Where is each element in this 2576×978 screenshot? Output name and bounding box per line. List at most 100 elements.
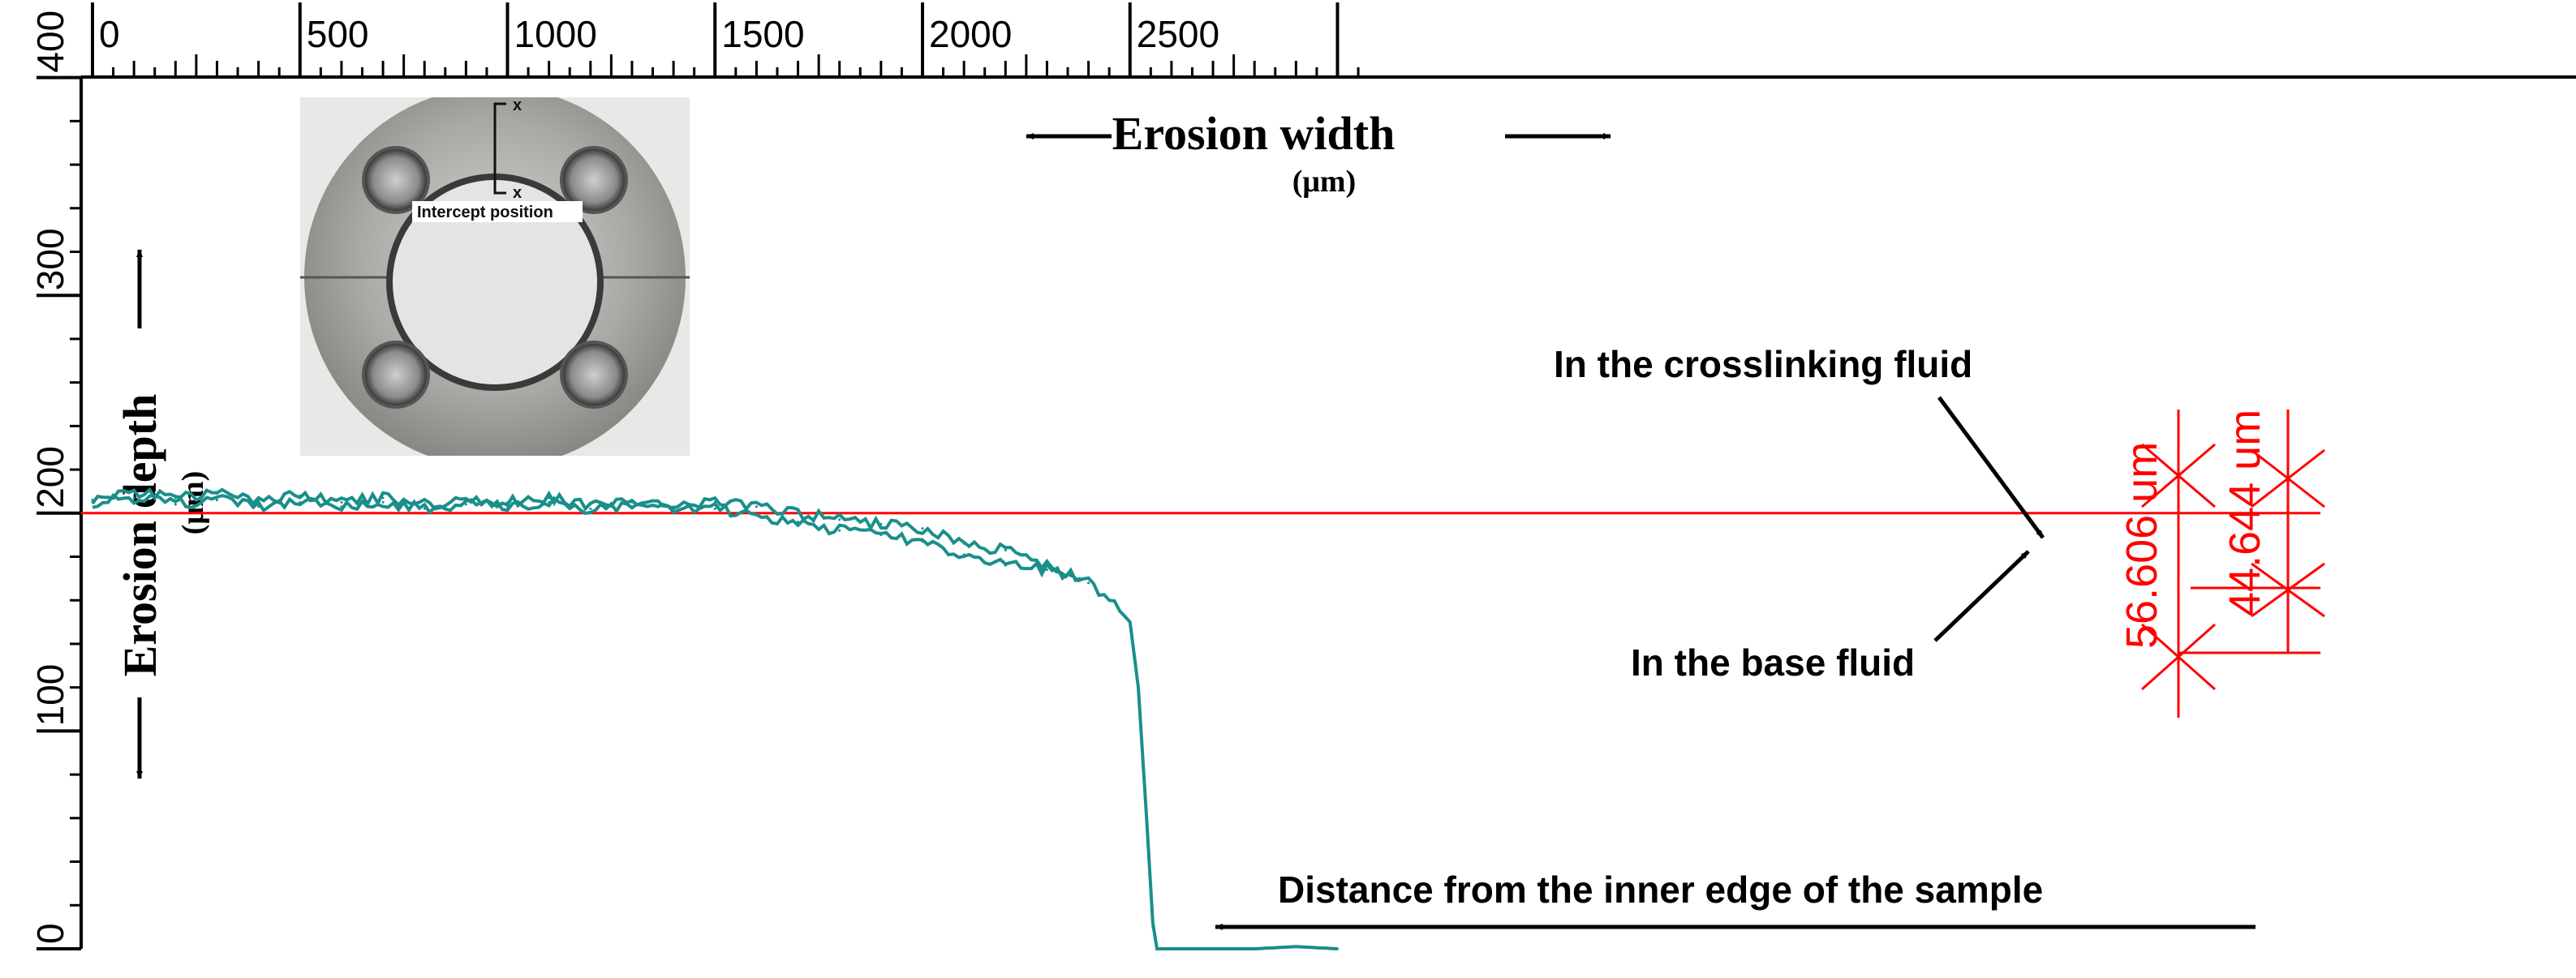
intercept-marker-bottom: x [513,184,522,202]
y-tick-label: 200 [29,446,71,508]
data-point [91,500,94,504]
data-point [1045,568,1048,572]
data-point [921,540,924,543]
x-axis: 0 500 1000 1500 2000 2500 [81,2,2576,79]
data-point [132,490,135,493]
x-axis-label: Erosion width [1112,107,1396,160]
x-axis-unit: (μm) [1292,165,1357,199]
data-point [381,496,385,500]
data-point [548,500,551,504]
annotation-base: In the base fluid [1631,641,1915,684]
arrow-base [1933,550,2030,642]
data-point [1004,548,1007,551]
data-point [215,499,218,502]
data-point [1087,581,1090,585]
intercept-label-bg [412,201,583,222]
dim-tick-2b [2251,448,2325,508]
data-point [464,503,467,506]
data-point [1211,947,1215,950]
data-point [423,503,426,506]
x-tick-label: 500 [307,13,369,55]
intercept-marker-top: x [513,97,522,114]
data-point [1162,947,1165,950]
data-point [1145,817,1148,820]
data-point [340,500,343,504]
data-point [589,503,592,506]
bolt-hole [560,341,628,409]
data-point [672,505,675,508]
data-point [340,505,343,508]
depth-dimension-1: 56.606 um [2118,442,2166,649]
data-point [838,529,841,532]
arrow-crosslinking [1937,396,2045,539]
data-point [1004,564,1007,567]
x-tick-label: 2000 [929,13,1012,55]
x-axis-title: Erosion width (μm) [1026,107,1611,199]
intercept-bracket [493,102,506,195]
data-point [1137,686,1140,689]
data-point [1045,564,1048,567]
annotation-distance: Distance from the inner edge of the samp… [1278,869,2043,911]
data-point [838,518,841,521]
data-point [589,507,592,510]
x-tick-label: 1000 [514,13,597,55]
data-point [755,505,758,508]
data-point [506,505,509,508]
x-tick-label: 0 [99,13,120,55]
intercept-label: Intercept position [417,204,553,221]
data-point [755,513,758,517]
data-point [506,500,509,504]
data-point [879,534,883,537]
y-axis-unit: (μm) [176,471,210,535]
bolt-hole [362,146,430,214]
data-point [713,507,716,510]
y-axis-title: Erosion depth (μm) [114,249,210,779]
bolt-hole [560,146,628,214]
x-tick-label: 1500 [721,13,804,55]
bolt-hole [362,341,430,409]
y-tick-label: 0 [29,923,71,944]
data-point [257,499,260,502]
data-point [1129,620,1132,624]
data-point [381,500,385,504]
data-point [299,494,302,497]
data-point [1107,598,1111,602]
series-points [91,490,1339,950]
y-axis-label: Erosion depth [114,394,166,677]
data-point [921,527,924,530]
series-line-base [92,492,1338,950]
data-point [1336,947,1339,950]
data-point [1294,945,1297,948]
data-point [91,499,94,502]
y-tick-label: 300 [29,228,71,290]
data-point [962,542,965,545]
data-point [630,505,634,508]
x-ticks: 0 500 1000 1500 2000 2500 [91,2,1360,77]
data-point [630,500,634,504]
y-tick-label: 400 [29,11,71,73]
data-point [1078,577,1082,580]
series-line-crosslinking [91,487,1082,583]
data-point [423,507,426,510]
data-point [548,496,551,500]
dim-tick-2d [2251,562,2325,618]
data-point [672,509,675,513]
data-point [797,512,800,515]
y-ticks: 0 100 200 300 400 [29,11,81,950]
sample-photo-inset: x x Intercept position [300,97,690,456]
annotation-crosslinking: In the crosslinking fluid [1554,343,1972,385]
x-tick-label: 2500 [1137,13,1219,55]
data-point [215,492,218,495]
data-point [132,496,135,500]
data-point [713,500,716,504]
data-point [797,521,800,524]
data-point [174,496,177,500]
data-point [1253,947,1256,950]
data-point [1151,925,1155,929]
data-point [299,500,302,504]
y-tick-label: 100 [29,664,71,727]
dim-tick-1d [2141,623,2216,691]
data-point [257,505,260,508]
depth-dimension-2: 44.644 um [2221,410,2269,616]
